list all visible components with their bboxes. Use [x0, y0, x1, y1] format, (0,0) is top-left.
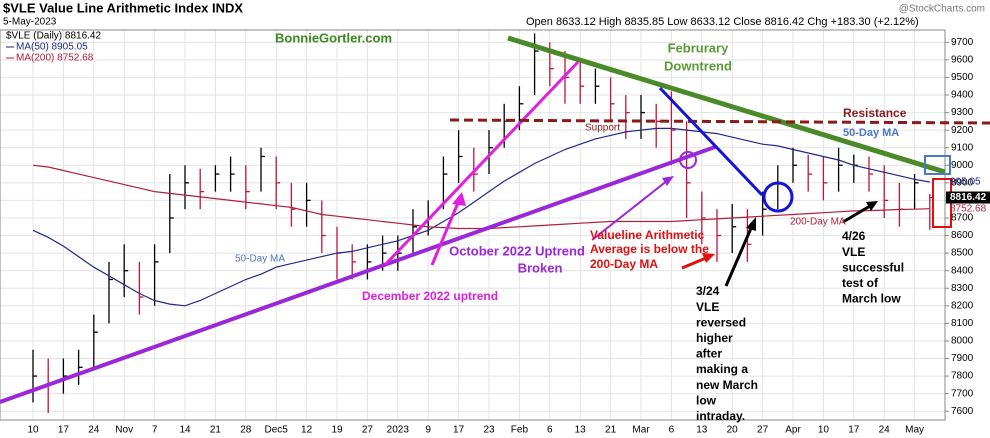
x-tick-label: 12: [301, 425, 313, 436]
x-tick-label: Dec5: [265, 425, 289, 436]
y-tick-label: 8900: [951, 177, 974, 188]
x-tick-label: 6: [547, 425, 553, 436]
moving-average: [32, 127, 930, 307]
x-tick-label: 6: [669, 425, 675, 436]
legend-ma50: MA(50) 8905.05: [16, 42, 88, 53]
last-price-box: [946, 191, 990, 204]
x-tick-label: Apr: [785, 425, 801, 436]
y-tick-label: 8400: [951, 265, 974, 276]
y-tick-label: 7800: [951, 371, 974, 382]
x-tick-label: 21: [210, 425, 222, 436]
y-tick-label: 7700: [951, 388, 974, 399]
annotation: successful: [842, 260, 904, 274]
annotation: 50-Day MA: [235, 254, 285, 265]
plot: [32, 33, 934, 413]
y-tick-label: 9700: [951, 37, 974, 48]
y-tick-label: 8200: [951, 300, 974, 311]
y-tick-label: 9200: [951, 125, 974, 136]
title: $VLE Value Line Arithmetic Index INDX: [3, 0, 243, 15]
x-tick-label: Nov: [115, 425, 133, 436]
y-tick-label: 7900: [951, 353, 974, 364]
x-tick-label: 24: [88, 425, 100, 436]
y-tick-label: 9400: [951, 90, 974, 101]
x-tick-label: 20: [727, 425, 739, 436]
annotation: 3/24: [696, 284, 720, 298]
annotation: higher: [696, 331, 733, 345]
y-tick-label: 9300: [951, 107, 974, 118]
plot-frame: [0, 29, 946, 421]
y-tick-label: 9100: [951, 142, 974, 153]
annotation: Februrary: [668, 40, 729, 55]
annotation: 200-Day MA: [590, 257, 658, 271]
y-tick-label: 8600: [951, 230, 974, 241]
x-tick-label: 17: [848, 425, 860, 436]
x-tick-label: 19: [331, 425, 343, 436]
quote: Open 8633.12 High 8835.85 Low 8633.12 Cl…: [526, 16, 919, 28]
x-tick-label: 27: [757, 425, 769, 436]
annotation: October 2022 Uptrend: [449, 243, 585, 258]
x-tick-label: 17: [453, 425, 465, 436]
x-tick-label: 27: [362, 425, 374, 436]
y-tick-label: 8000: [951, 336, 974, 347]
x-tick-label: 17: [58, 425, 70, 436]
y-tick-label: 8100: [951, 318, 974, 329]
annotation: Valueline Arithmetic: [590, 228, 705, 242]
annotation: BonnieGortler.com: [275, 30, 392, 45]
annotation: December 2022 uptrend: [362, 289, 498, 303]
last-label: 905.05: [950, 177, 981, 188]
annotation: Broken: [518, 260, 563, 275]
x-tick-label: 10: [27, 425, 39, 436]
y-tick-label: 8700: [951, 213, 974, 224]
annotation: 50-Day MA: [843, 127, 899, 139]
x-tick-label: 14: [179, 425, 191, 436]
annotation: low: [696, 393, 717, 407]
y-tick-label: 9600: [951, 55, 974, 66]
last-label: 8752.68: [950, 203, 987, 214]
y-tick-label: 8300: [951, 283, 974, 294]
annotation: 200-Day MA: [790, 217, 846, 228]
source: @StockCharts.com: [899, 4, 985, 15]
annotation: test of: [842, 276, 879, 290]
legend-ma200: MA(200) 8752.68: [16, 53, 94, 64]
x-tick-label: 13: [696, 425, 708, 436]
x-tick-label: 9: [425, 425, 431, 436]
annotation: Average is below the: [590, 242, 709, 256]
annotation: Downtrend: [664, 58, 732, 73]
annotation: making a: [696, 362, 748, 376]
annotation: Support: [585, 123, 620, 134]
annotation: Resistance: [843, 106, 907, 120]
x-tick-label: 10: [818, 425, 830, 436]
date: 5-May-2023: [3, 17, 57, 28]
x-tick-label: 13: [575, 425, 587, 436]
y-tick-label: 9500: [951, 72, 974, 83]
x-tick-label: 2023: [387, 425, 410, 436]
annotation: new March: [696, 378, 758, 392]
y-tick-label: 9000: [951, 160, 974, 171]
x-tick-label: May: [905, 425, 924, 436]
x-tick-label: 28: [240, 425, 252, 436]
legend-price: $VLE (Daily) 8816.42: [6, 31, 101, 42]
annotation: intraday.: [696, 409, 745, 423]
y-tick-label: 7600: [951, 406, 974, 417]
annotation: reversed: [696, 315, 746, 329]
annotation: after: [696, 347, 722, 361]
annotation: VLE: [696, 300, 719, 314]
y-tick-label: 8500: [951, 248, 974, 259]
x-tick-label: Feb: [511, 425, 529, 436]
x-tick-label: 24: [879, 425, 891, 436]
x-tick-label: 21: [605, 425, 617, 436]
x-tick-label: Mar: [632, 425, 650, 436]
x-tick-label: 7: [152, 425, 158, 436]
annotation: March low: [842, 292, 901, 306]
x-tick-label: 23: [483, 425, 495, 436]
annotation: VLE: [842, 245, 865, 259]
last-label: 8816.42: [950, 192, 987, 203]
annotation: 4/26: [842, 229, 866, 243]
